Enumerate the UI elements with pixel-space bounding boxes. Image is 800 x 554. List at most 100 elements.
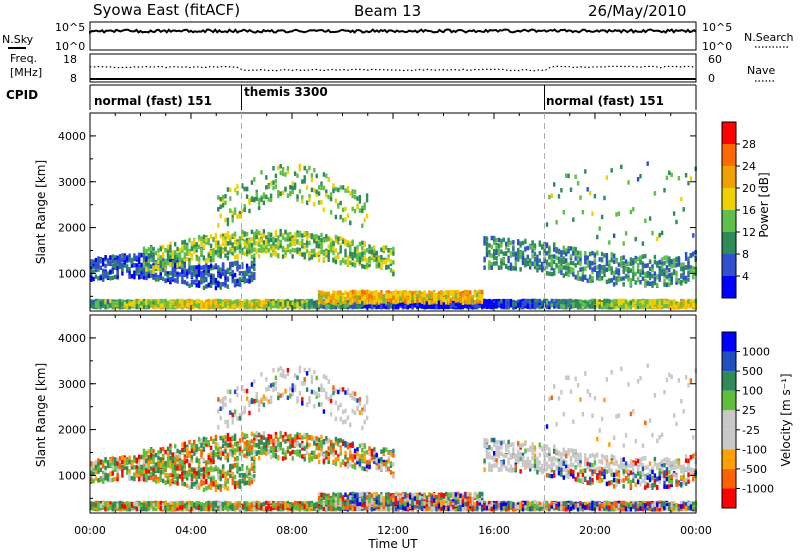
power-cell	[229, 265, 232, 271]
power-cell	[233, 207, 237, 212]
power-cell	[567, 173, 570, 179]
power-cell	[608, 302, 611, 307]
power-cell	[579, 250, 582, 256]
power-cell	[536, 254, 539, 260]
power-cell	[320, 241, 323, 247]
power-cell	[349, 293, 352, 298]
power-cell	[171, 250, 174, 255]
power-cell	[178, 272, 182, 277]
power-cell	[181, 269, 184, 275]
power-cell	[267, 197, 270, 202]
power-cell	[128, 253, 131, 258]
power-cell	[329, 196, 333, 202]
power-cell	[255, 229, 258, 234]
power-cell	[195, 265, 198, 270]
power-cell	[123, 260, 126, 265]
power-cell	[385, 260, 388, 265]
power-cell	[404, 292, 407, 297]
power-cell	[197, 237, 201, 242]
power-cell	[377, 262, 381, 267]
power-cell	[517, 247, 520, 253]
power-cell	[250, 248, 254, 254]
power-cell	[320, 181, 323, 186]
power-cell	[150, 250, 153, 256]
power-cell	[385, 304, 388, 310]
power-cell	[243, 251, 246, 256]
power-cell	[596, 251, 599, 256]
nave-tick-high: 60	[708, 53, 722, 66]
power-cell	[217, 195, 220, 200]
power-cell	[145, 305, 148, 310]
power-cell	[574, 256, 577, 261]
power-cell	[562, 273, 565, 278]
power-cell	[269, 181, 273, 186]
power-cell	[221, 241, 225, 246]
power-cell	[94, 298, 98, 304]
power-cell	[238, 264, 242, 270]
power-cell	[327, 236, 330, 242]
power-cell	[133, 270, 136, 275]
power-cell	[188, 267, 191, 273]
power-cell	[274, 303, 278, 308]
power-cell	[166, 254, 170, 260]
power-cell	[236, 260, 239, 265]
power-cell	[152, 275, 155, 280]
power-cell	[169, 244, 172, 250]
power-cell	[329, 295, 333, 300]
power-cell	[622, 304, 625, 310]
power-cell	[553, 242, 556, 247]
power-cell	[380, 247, 383, 252]
power-cell	[140, 266, 143, 272]
power-cell	[320, 185, 323, 191]
power-cell	[397, 294, 400, 299]
power-cell	[272, 185, 275, 191]
power-cell	[521, 258, 525, 264]
power-cell	[507, 265, 510, 271]
power-cell	[284, 302, 287, 307]
power-cell	[358, 199, 362, 204]
power-cell	[488, 243, 491, 248]
power-cell	[361, 264, 364, 269]
power-cell	[365, 293, 369, 298]
power-cell	[226, 284, 230, 289]
power-cell	[493, 249, 496, 254]
power-cell	[118, 261, 122, 266]
power-cell	[533, 302, 537, 307]
power-cell	[478, 293, 481, 298]
power-cell	[315, 239, 318, 245]
power-cell	[569, 266, 573, 272]
power-cell	[277, 245, 280, 251]
power-cell	[361, 245, 364, 251]
power-cell	[298, 247, 302, 253]
power-cell	[274, 184, 278, 189]
power-cell	[310, 248, 314, 254]
power-cell	[169, 262, 172, 267]
power-cell	[639, 300, 642, 305]
power-cell	[442, 291, 445, 296]
power-cell	[603, 264, 606, 270]
power-cell	[267, 234, 270, 239]
power-cell	[428, 290, 431, 295]
power-cell	[636, 301, 640, 307]
power-cell	[394, 304, 397, 310]
power-cell	[157, 299, 160, 304]
power-cell	[315, 192, 318, 197]
power-cell	[245, 231, 249, 237]
power-cell	[334, 300, 338, 305]
power-cell	[531, 248, 534, 254]
power-cell	[361, 205, 364, 210]
power-cell	[214, 239, 218, 245]
power-cell	[183, 301, 186, 306]
power-cell	[159, 271, 162, 276]
power-cell	[605, 267, 609, 272]
power-cell	[219, 285, 222, 290]
power-cell	[351, 241, 354, 246]
power-cell	[349, 304, 352, 309]
power-cell	[126, 268, 129, 273]
power-cell	[565, 248, 568, 253]
power-cell	[593, 193, 597, 199]
power-cell	[248, 269, 251, 274]
power-cell	[219, 249, 222, 254]
power-cell	[265, 175, 268, 180]
power-cell	[308, 256, 311, 261]
